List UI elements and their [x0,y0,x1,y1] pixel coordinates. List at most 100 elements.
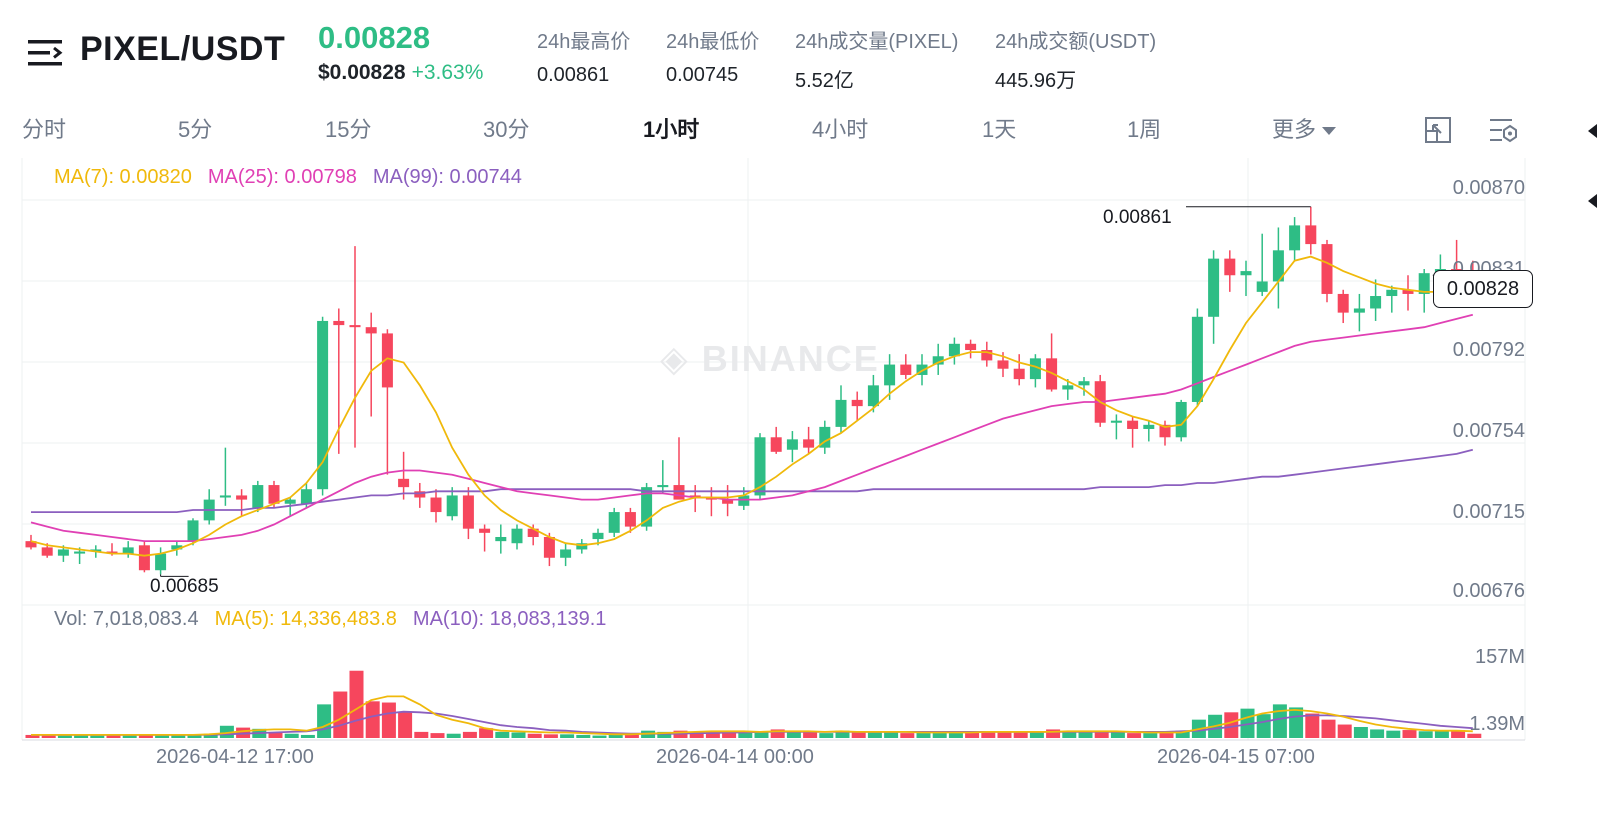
volume-bar [1451,730,1466,738]
candle-body [90,549,102,552]
ma25-line [30,313,1474,542]
ma-legend: MA(7): 0.00820 MA(25): 0.00798 MA(99): 0.0… [54,166,538,189]
volume-bar [284,733,299,738]
candle-body [414,491,426,498]
price-axis-label: 0.00754 [1452,420,1525,442]
expand-icon[interactable] [1424,116,1452,144]
volume-bar [705,731,720,738]
interval-tabs: 分时 5分 15分 30分 1小时 4小时 1天 1周 更多 [0,112,1601,152]
candle-body [851,399,863,407]
stat-label: 24h成交额(USDT) [995,31,1157,53]
volume-bar [770,729,785,738]
volume-bar [1337,724,1352,738]
candle-body [317,320,329,490]
tab-time-sharing[interactable]: 分时 [22,117,67,142]
watermark-logo-icon: ◈ [660,338,690,379]
trading-pair[interactable]: PIXEL/USDT [80,30,286,68]
candle-body [819,426,831,448]
volume-bar [1159,732,1174,738]
stat-value: 0.00861 [537,64,610,86]
volume-bar [1110,731,1125,738]
candle-body [1062,385,1074,390]
candle-body [252,485,264,508]
last-price-tag: 0.00828 [1433,270,1533,308]
volume-bar [203,733,218,738]
candle-body [171,545,183,550]
volume-bar [786,731,801,738]
volume-bar [835,730,850,738]
candle-body [867,385,879,407]
candle-body [997,360,1009,369]
candle-body [754,437,766,496]
ticker-header: PIXEL/USDT 0.00828 $0.00828 +3.63% 24h最高价… [0,0,1601,100]
candle-body [41,547,53,556]
volume-bar [1256,714,1271,738]
candle-body [657,485,669,488]
volume-bar [381,702,396,738]
candle-body [1159,424,1171,438]
tab-1d[interactable]: 1天 [982,117,1017,142]
candle-body [1127,420,1139,429]
more-label: 更多 [1272,117,1317,142]
volume-bar [867,732,882,738]
volume-bar [333,691,348,738]
ma7-line [30,255,1474,557]
tab-1w[interactable]: 1周 [1127,117,1162,142]
candle-body [1191,316,1203,402]
tab-1h[interactable]: 1小时 [643,117,700,142]
candle-body [1353,308,1365,313]
volume-bar [1013,731,1028,738]
candle-body [57,549,69,556]
tab-4h[interactable]: 4小时 [812,117,869,142]
stat-24h-volume: 24h成交量(PIXEL) 5.52亿 [795,25,958,93]
ma7-legend: MA(7): 0.00820 [54,166,192,188]
volume-bar [57,735,72,738]
volume-bar [689,731,704,738]
candlesticks [25,206,1479,575]
candle-body [543,536,555,558]
moving-average-lines [30,255,1474,736]
volume-bar [884,731,899,738]
candle-body [1208,258,1220,317]
volume-bar [511,732,526,738]
candle-body [236,495,248,500]
tab-30m[interactable]: 30分 [483,117,530,142]
candle-body [122,547,134,554]
candle-body [268,485,280,504]
candle-body [1321,244,1333,294]
collapse-left-icon[interactable] [1588,194,1597,208]
candle-body [689,495,701,498]
volume-bar [1175,730,1190,738]
vol-ma10-legend: MA(10): 18,083,139.1 [412,608,607,630]
candle-body [479,528,491,533]
volume-bar [981,732,996,738]
candle-body [900,364,912,375]
candle-body [932,356,944,365]
volume-bars [25,670,1482,738]
candle-body [284,499,296,504]
volume-axis-label: 157M [1474,646,1525,668]
volume-bar [916,732,931,738]
volume-bar [138,734,153,738]
volume-bar [722,732,737,738]
tab-5m[interactable]: 5分 [178,117,213,142]
ma25-legend: MA(25): 0.00798 [207,166,357,188]
menu-icon[interactable] [28,38,66,68]
volume-bar [74,734,89,738]
volume-bar [398,711,413,738]
collapse-left-icon[interactable] [1588,124,1597,138]
stat-24h-turnover: 24h成交额(USDT) 445.96万 [995,25,1156,93]
vol-legend: Vol: 7,018,083.4 [54,608,199,630]
candle-body [1029,358,1041,380]
volume-bar [608,734,623,738]
volume-bar [1386,730,1401,738]
candle-body [511,528,523,544]
volume-bar [1321,719,1336,738]
tab-more[interactable]: 更多 [1272,112,1337,144]
usd-price: $0.00828 [318,61,406,84]
candle-body [738,495,750,506]
tab-15m[interactable]: 15分 [325,117,372,142]
indicator-settings-icon[interactable] [1488,116,1520,144]
candle-body [527,528,539,537]
